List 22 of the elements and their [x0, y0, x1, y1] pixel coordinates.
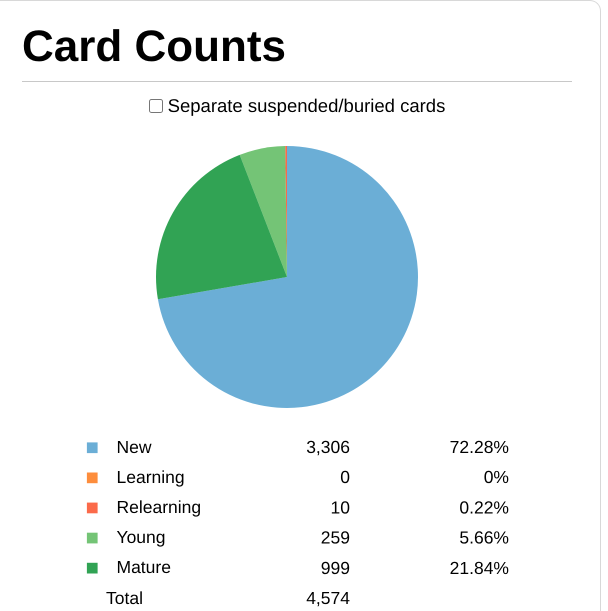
legend-label: Learning	[116, 466, 185, 487]
legend-label: Relearning	[116, 496, 202, 517]
pie-slice	[158, 146, 418, 408]
text: 0.22%	[459, 497, 509, 518]
pie-slice	[240, 146, 287, 277]
text: 5.66%	[459, 528, 509, 548]
data-label: 999	[320, 558, 350, 578]
legend-label: New	[116, 436, 152, 457]
data-label: 10	[330, 497, 350, 518]
text: Separate suspended/buried cards	[168, 95, 446, 116]
text: 0	[340, 467, 350, 488]
text: 72.28%	[450, 437, 509, 457]
text: 4,574	[306, 588, 350, 608]
text: Total	[106, 588, 143, 608]
pie-slice	[156, 154, 287, 300]
legend-label: Mature	[116, 557, 171, 578]
legend-label: Young	[116, 527, 166, 548]
text: 21.84%	[450, 558, 509, 578]
data-label: 3,306	[306, 437, 350, 457]
text: 0%	[484, 467, 509, 488]
data-label: 259	[320, 528, 350, 548]
chart-title: Card Counts	[22, 22, 286, 71]
